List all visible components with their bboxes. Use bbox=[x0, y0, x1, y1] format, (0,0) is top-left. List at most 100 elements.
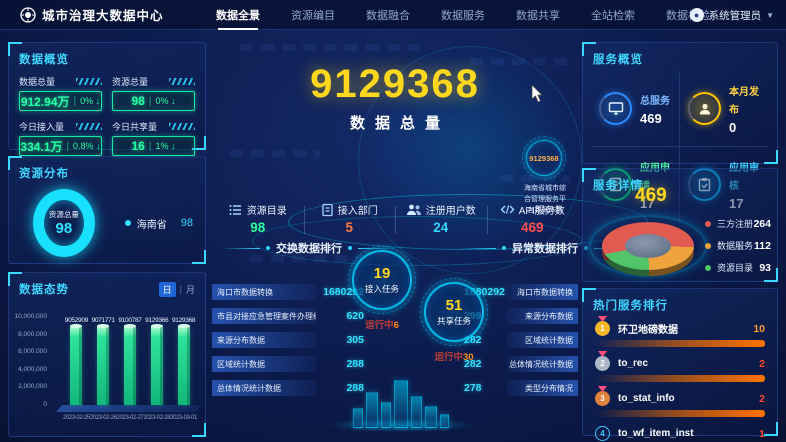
x-axis-tick: 2023-02-25 bbox=[63, 415, 90, 421]
hot-service-value: 2 bbox=[759, 357, 765, 370]
exchange-item-value: 305 bbox=[346, 334, 364, 346]
abnormal-rank-title: 异常数据排行 bbox=[512, 243, 578, 255]
tab-data-fusion[interactable]: 数据融合 bbox=[366, 10, 410, 22]
overview-stat-value: 912.94万 bbox=[20, 94, 70, 109]
list-item: 海口市数据转换 1680292 bbox=[212, 284, 364, 300]
hatch-decoration bbox=[76, 78, 102, 85]
service-donut-chart bbox=[602, 222, 694, 277]
center-stats-row: 资源目录 98 接入部门 5 注册用户数 24 API服务数 469 bbox=[212, 202, 578, 235]
legend-value: 112 bbox=[754, 239, 771, 252]
share-task-label: 共享任务 bbox=[436, 316, 471, 326]
overview-stat-resource-total: 资源总量 98 | 0% ↓ bbox=[112, 75, 195, 111]
share-task-widget: 51 共享任务 运行中30 bbox=[420, 278, 488, 363]
toggle-day-button[interactable]: 日 bbox=[158, 281, 176, 297]
mouse-cursor bbox=[531, 84, 543, 103]
tab-data-sharing[interactable]: 数据共享 bbox=[516, 10, 560, 22]
service-monitor-icon bbox=[599, 92, 632, 125]
service-stat-total: 总服务 469 bbox=[591, 71, 680, 147]
hatch-decoration bbox=[76, 123, 102, 130]
list-item: 总体情况统计数据 288 bbox=[212, 380, 364, 396]
list-item: 1 环卫地磅数据 10 bbox=[595, 321, 765, 347]
background-decoration bbox=[230, 150, 320, 157]
bar-value-label: 9129366 bbox=[145, 317, 169, 324]
exchange-rank-title: 交换数据排行 bbox=[276, 243, 342, 255]
overview-stat-label: 今日共享量 bbox=[112, 122, 158, 132]
access-task-count: 19 bbox=[373, 265, 391, 282]
service-stat-label: 总服务 bbox=[640, 96, 670, 107]
donut-center-value: 98 bbox=[55, 220, 73, 237]
y-axis-tick: 2,000,000 bbox=[18, 383, 47, 391]
department-doc-icon bbox=[322, 203, 333, 216]
service-detail-legend: 三方注册 264 数据服务 112 资源目录 93 bbox=[705, 217, 771, 283]
running-label: 运行中 bbox=[434, 352, 463, 363]
dot-icon bbox=[348, 246, 352, 250]
tab-resource-catalog[interactable]: 资源编目 bbox=[291, 10, 335, 22]
data-overview-panel: 数据概览 数据总量 912.94万 | 0% ↓ 资源总量 98 | 0% ↓ 今日接入… bbox=[8, 42, 206, 156]
legend-row: 资源目录 93 bbox=[705, 261, 771, 274]
service-detail-title: 服务详情 bbox=[593, 180, 643, 192]
y-axis-tick: 10,000,000 bbox=[14, 313, 47, 320]
abnormal-item-name: 来源分布数据 bbox=[525, 311, 573, 321]
logo-emblem-icon bbox=[20, 6, 36, 23]
service-detail-panel: 服务详情 469 三方注册 264 数据服务 112 资源目录 93 bbox=[582, 168, 778, 282]
bar-group: 9071771 bbox=[90, 317, 117, 405]
rank-bar bbox=[595, 375, 765, 382]
silver-medal-icon: 2 bbox=[595, 356, 610, 371]
tab-data-service[interactable]: 数据服务 bbox=[441, 10, 485, 22]
exchange-rank-header: 交换数据排行 bbox=[222, 240, 396, 256]
share-task-count: 51 bbox=[445, 297, 463, 314]
legend-row: 数据服务 112 bbox=[705, 239, 771, 252]
avatar: ● bbox=[689, 8, 704, 22]
list-item: 2 to_rec 2 bbox=[595, 356, 765, 382]
hot-service-name: 环卫地磅数据 bbox=[618, 325, 678, 336]
bar-group: 9100787 bbox=[117, 317, 144, 405]
trend-bar bbox=[70, 324, 83, 405]
hot-services-title: 热门服务排行 bbox=[593, 300, 668, 312]
chevron-down-icon: ▼ bbox=[766, 10, 774, 20]
resource-donut-chart: 资源总量 98 bbox=[33, 189, 95, 257]
stat-access-departments: 接入部门 5 bbox=[303, 202, 396, 235]
bar-value-label: 9100787 bbox=[118, 317, 142, 324]
tab-site-search[interactable]: 全站检索 bbox=[591, 10, 635, 22]
user-name: 系统管理员 bbox=[708, 9, 762, 22]
tab-data-panorama[interactable]: 数据全景 bbox=[216, 7, 260, 30]
divider bbox=[458, 247, 496, 249]
arrow-down-icon: ↓ bbox=[171, 141, 176, 151]
orbit-caption-line: 台数据体系 bbox=[527, 206, 563, 214]
overview-stat-label: 资源总量 bbox=[112, 77, 149, 87]
stat-registered-users: 注册用户数 24 bbox=[395, 202, 487, 235]
toggle-divider: | bbox=[179, 284, 182, 294]
overview-stat-value: 98 bbox=[131, 94, 145, 108]
legend-dot bbox=[705, 220, 711, 227]
service-stat-monthly: 本月发布 0 bbox=[680, 71, 769, 147]
hot-services-panel: 热门服务排行 1 环卫地磅数据 10 2 to_rec 2 3 to_stat_info 2… bbox=[582, 288, 778, 441]
y-axis-tick: 4,000,000 bbox=[18, 365, 47, 373]
bar-group: 9129368 bbox=[170, 317, 197, 405]
y-axis-tick: 6,000,000 bbox=[18, 348, 47, 356]
abnormal-item-value: 282 bbox=[464, 358, 482, 370]
users-icon bbox=[406, 204, 421, 215]
list-item: 来源分布数据 305 bbox=[212, 332, 364, 348]
orbit-node-value: 9129368 bbox=[522, 136, 566, 180]
rank-bar bbox=[595, 340, 765, 347]
user-menu[interactable]: ● 系统管理员 ▼ bbox=[689, 0, 774, 30]
bar-group: 9052909 bbox=[63, 317, 90, 405]
data-overview-title: 数据概览 bbox=[19, 54, 69, 66]
toggle-month-button[interactable]: 月 bbox=[185, 284, 195, 295]
hot-service-name: to_wf_item_inst bbox=[618, 428, 694, 439]
bar-group: 9129366 bbox=[143, 317, 170, 405]
exchange-item-value: 288 bbox=[346, 358, 364, 370]
overview-stat-label: 数据总量 bbox=[19, 77, 56, 87]
orbit-caption-line: 海南省城市综 bbox=[524, 185, 566, 192]
service-overview-title: 服务概览 bbox=[593, 54, 643, 66]
bronze-medal-icon: 3 bbox=[595, 391, 610, 406]
service-donut-hole bbox=[625, 234, 671, 258]
api-code-icon bbox=[500, 205, 515, 214]
service-stat-label: 本月发布 bbox=[729, 87, 759, 116]
arrow-down-icon: ↓ bbox=[171, 96, 176, 106]
list-item: 278 类型分布情况 bbox=[464, 380, 578, 396]
bar-value-label: 9071771 bbox=[91, 317, 116, 324]
y-axis-tick: 8,000,000 bbox=[18, 330, 47, 338]
